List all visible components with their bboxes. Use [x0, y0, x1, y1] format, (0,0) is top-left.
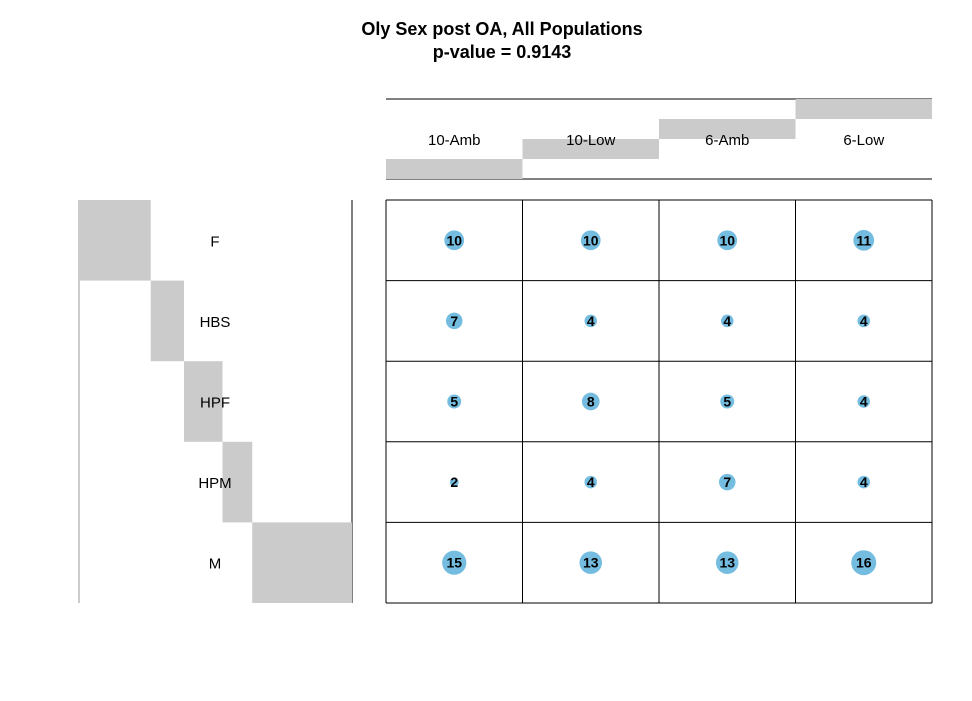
cell-bubble: [857, 395, 870, 408]
row-label: F: [210, 233, 219, 250]
cell-count-label: 15: [446, 555, 462, 571]
cell-bubble: [721, 314, 734, 328]
cell-count-label: 7: [723, 474, 731, 490]
column-margin-bar: [659, 119, 796, 139]
column-label: 6-Low: [843, 132, 884, 149]
cell-count-label: 4: [587, 313, 595, 329]
cell-count-label: 7: [450, 313, 458, 329]
cell-count-label: 4: [860, 474, 868, 490]
row-label: M: [209, 556, 222, 573]
cell-bubble: [584, 475, 597, 489]
chart-subtitle: p-value = 0.9143: [433, 42, 572, 62]
cell-bubble: [857, 314, 870, 328]
row-label: HPF: [200, 395, 230, 412]
cell-count-label: 16: [856, 555, 872, 571]
cell-count-label: 4: [860, 313, 868, 329]
column-label: 10-Low: [566, 132, 615, 149]
cell-count-label: 10: [583, 232, 599, 248]
column-margin-bar: [522, 139, 659, 159]
cell-bubble: [445, 312, 463, 330]
row-margin-bar: [184, 361, 223, 442]
cell-bubble: [857, 475, 870, 489]
row-margin-bars: F HBS HPF HPM M: [78, 200, 353, 603]
cell-count-label: 10: [446, 232, 462, 248]
cell-bubble: [581, 392, 600, 411]
cell-count-label: 2: [450, 474, 458, 490]
cell-bubble: [715, 551, 739, 574]
row-margin-bar: [222, 441, 253, 523]
column-label: 10-Amb: [428, 132, 481, 149]
cell-bubble: [580, 230, 601, 251]
cell-bubble: [444, 230, 465, 251]
row-label: HPM: [198, 475, 231, 492]
cell-count-label: 13: [583, 555, 599, 571]
cell-count-label: 13: [719, 555, 735, 571]
column-label: 6-Amb: [705, 132, 749, 149]
cell-bubble: [718, 473, 736, 491]
column-margin-bar: [795, 99, 932, 119]
row-margin-bar: [150, 280, 184, 362]
row-label: HBS: [200, 314, 231, 331]
cell-count-label: 5: [450, 394, 458, 410]
cell-count-label: 4: [723, 313, 731, 329]
cell-bubble: [853, 229, 875, 251]
cell-count-label: 4: [587, 474, 595, 490]
column-margin-bar: [386, 159, 523, 179]
balloon-grid: 10 10 10 11 7 4 4 4 5 8 5 4 2 4 7 4 15 13 13 16: [385, 199, 933, 604]
row-margin-bar: [79, 200, 151, 281]
cell-bubble: [720, 394, 735, 409]
cell-bubble: [442, 550, 467, 575]
cell-count-label: 5: [723, 394, 731, 410]
cell-bubble: [717, 230, 738, 251]
cell-bubble: [579, 551, 603, 574]
cell-bubble: [851, 550, 877, 576]
cell-count-label: 10: [719, 232, 735, 248]
cell-count-label: 11: [856, 232, 871, 248]
cell-bubble: [447, 394, 462, 409]
column-margin-bars: 10-Amb 10-Low 6-Amb 6-Low: [386, 98, 932, 180]
cell-bubble: [584, 314, 597, 328]
cell-bubble: [449, 477, 459, 487]
cell-count-label: 4: [860, 394, 868, 410]
chart-title: Oly Sex post OA, All Populations: [361, 19, 642, 39]
row-margin-bar: [252, 522, 352, 603]
cell-count-label: 8: [587, 394, 595, 410]
